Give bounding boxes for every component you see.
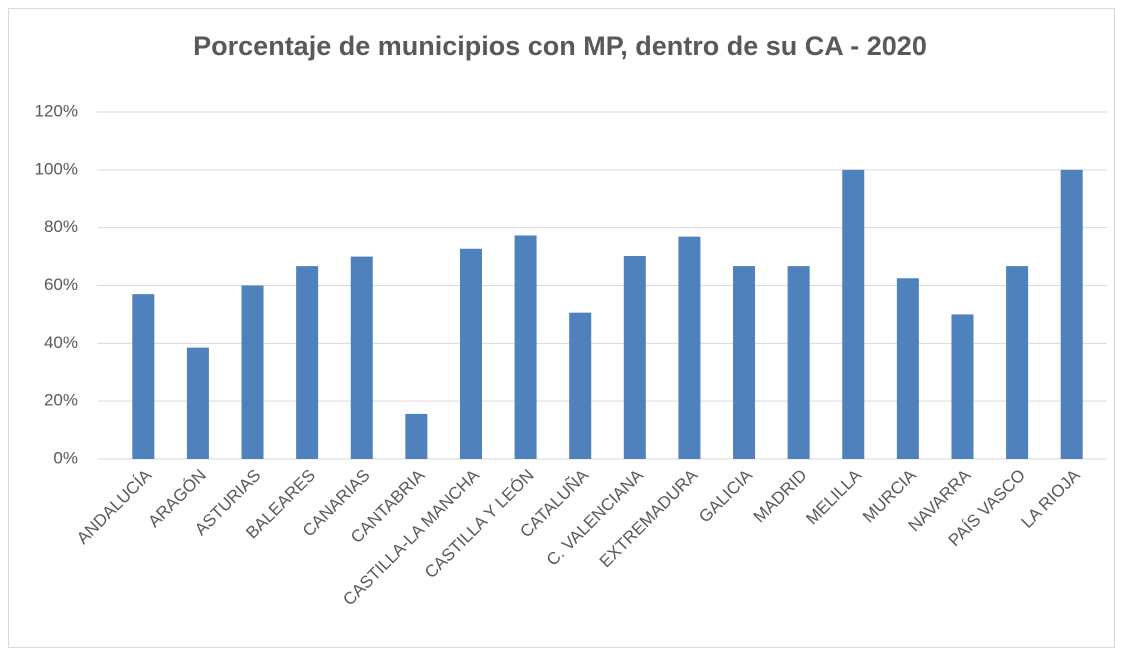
- chart-title: Porcentaje de municipios con MP, dentro …: [193, 31, 927, 61]
- bar: [678, 236, 701, 459]
- bar: [350, 256, 373, 459]
- y-tick-label: 40%: [44, 333, 78, 352]
- bar: [241, 285, 264, 459]
- bar: [1006, 266, 1029, 459]
- bar: [296, 266, 319, 459]
- y-tick-label: 100%: [35, 159, 78, 178]
- y-tick-label: 60%: [44, 275, 78, 294]
- bar: [405, 413, 428, 459]
- bar: [514, 235, 537, 459]
- bar: [787, 266, 810, 459]
- bar: [459, 248, 482, 459]
- bar: [842, 169, 865, 460]
- bar: [186, 347, 209, 459]
- bar: [132, 294, 155, 459]
- y-tick-label: 120%: [35, 101, 78, 120]
- bar: [623, 256, 646, 459]
- y-tick-label: 80%: [44, 217, 78, 236]
- chart-border: [8, 8, 1115, 648]
- bar: [951, 314, 974, 459]
- bar: [1060, 169, 1083, 460]
- bar: [896, 278, 919, 459]
- bar: [733, 266, 756, 459]
- y-tick-label: 20%: [44, 391, 78, 410]
- bar: [569, 312, 592, 459]
- y-tick-label: 0%: [53, 448, 78, 467]
